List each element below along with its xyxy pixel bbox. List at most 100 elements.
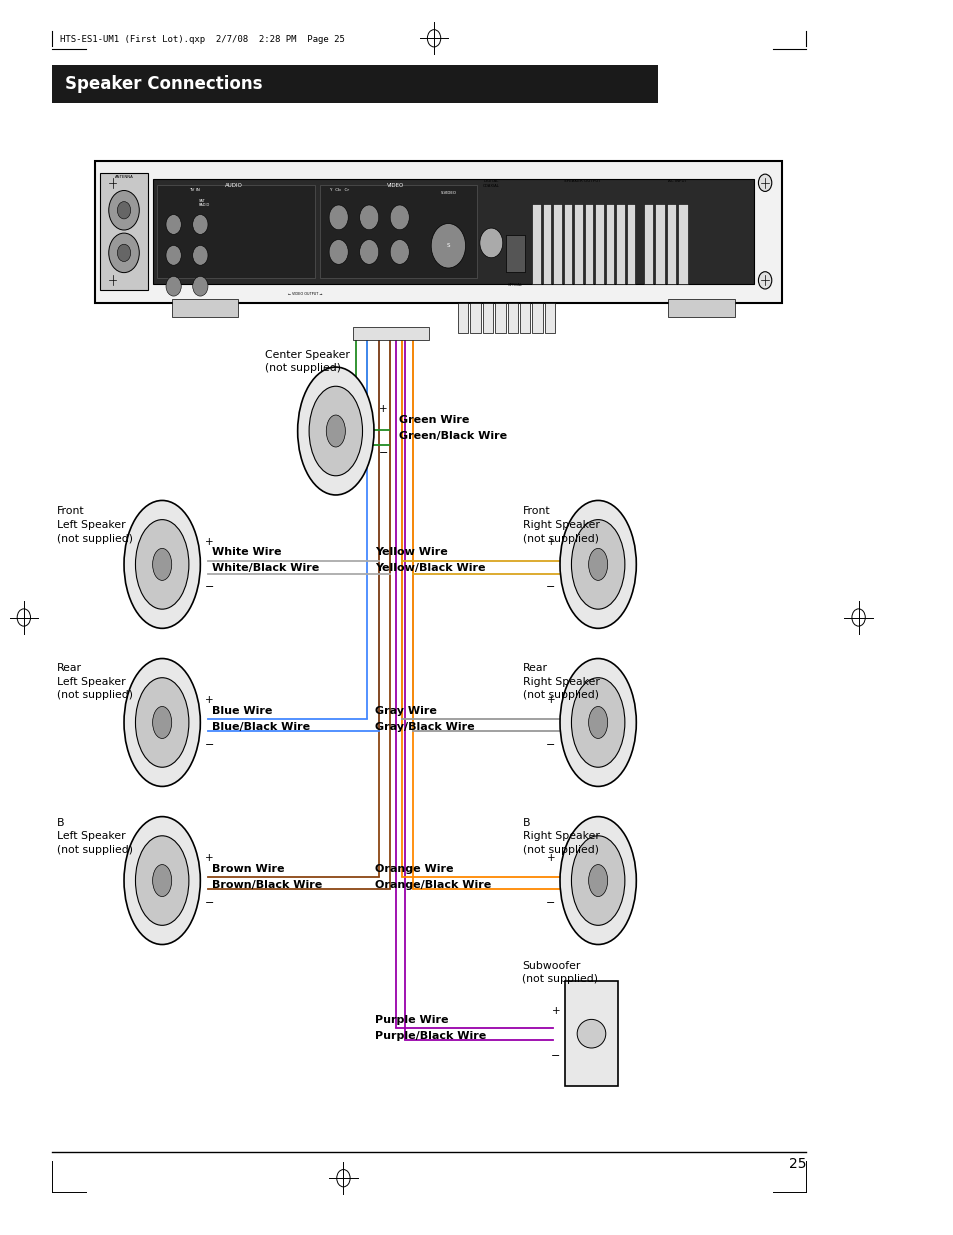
FancyBboxPatch shape xyxy=(470,303,480,333)
FancyBboxPatch shape xyxy=(457,303,468,333)
Text: +: + xyxy=(551,1007,559,1016)
FancyBboxPatch shape xyxy=(564,981,618,1087)
Circle shape xyxy=(117,201,131,219)
Text: AUDIO: AUDIO xyxy=(225,183,242,188)
Circle shape xyxy=(106,174,119,191)
Circle shape xyxy=(109,190,139,230)
FancyBboxPatch shape xyxy=(507,303,517,333)
Text: B
Left Speaker
(not supplied): B Left Speaker (not supplied) xyxy=(57,818,133,855)
Ellipse shape xyxy=(124,816,200,945)
Text: Rear
Left Speaker
(not supplied): Rear Left Speaker (not supplied) xyxy=(57,663,133,700)
Text: Front
Right Speaker
(not supplied): Front Right Speaker (not supplied) xyxy=(522,506,599,543)
FancyBboxPatch shape xyxy=(563,204,572,284)
Text: AC INPUT: AC INPUT xyxy=(667,179,686,183)
FancyBboxPatch shape xyxy=(666,204,676,284)
Circle shape xyxy=(329,240,348,264)
Ellipse shape xyxy=(124,500,200,629)
Text: OPTICAL: OPTICAL xyxy=(507,283,522,287)
Text: Purple Wire: Purple Wire xyxy=(375,1015,448,1025)
FancyBboxPatch shape xyxy=(353,327,429,340)
Text: −: − xyxy=(545,740,555,750)
Circle shape xyxy=(758,272,771,289)
Text: Brown/Black Wire: Brown/Black Wire xyxy=(212,881,322,890)
Text: Blue Wire: Blue Wire xyxy=(212,706,272,716)
Text: Blue/Black Wire: Blue/Black Wire xyxy=(212,722,310,732)
Text: ANTENNA: ANTENNA xyxy=(114,175,133,179)
Circle shape xyxy=(479,228,502,258)
Text: White/Black Wire: White/Black Wire xyxy=(212,563,318,573)
Ellipse shape xyxy=(588,548,607,580)
Circle shape xyxy=(166,246,181,266)
Ellipse shape xyxy=(124,658,200,787)
Ellipse shape xyxy=(309,387,362,475)
Ellipse shape xyxy=(559,816,636,945)
Text: Purple/Black Wire: Purple/Black Wire xyxy=(375,1031,486,1041)
Ellipse shape xyxy=(152,864,172,897)
Circle shape xyxy=(359,205,378,230)
Text: Green/Black Wire: Green/Black Wire xyxy=(398,431,506,441)
Ellipse shape xyxy=(152,706,172,739)
Circle shape xyxy=(166,277,181,296)
Ellipse shape xyxy=(588,706,607,739)
Text: Gray Wire: Gray Wire xyxy=(375,706,436,716)
Text: +: + xyxy=(546,695,555,705)
Ellipse shape xyxy=(326,415,345,447)
FancyBboxPatch shape xyxy=(553,204,561,284)
Text: S: S xyxy=(446,243,450,248)
Text: −: − xyxy=(545,582,555,592)
Text: Subwoofer
(not supplied): Subwoofer (not supplied) xyxy=(521,961,598,984)
FancyBboxPatch shape xyxy=(52,65,658,103)
FancyBboxPatch shape xyxy=(544,303,555,333)
FancyBboxPatch shape xyxy=(626,204,635,284)
Circle shape xyxy=(117,245,131,262)
Ellipse shape xyxy=(135,836,189,925)
FancyBboxPatch shape xyxy=(505,235,524,272)
Ellipse shape xyxy=(135,678,189,767)
Text: −: − xyxy=(205,740,214,750)
FancyBboxPatch shape xyxy=(172,299,238,317)
Text: −: − xyxy=(545,898,555,908)
FancyBboxPatch shape xyxy=(542,204,551,284)
Text: −: − xyxy=(551,1051,559,1061)
Text: VIDEO: VIDEO xyxy=(387,183,404,188)
Ellipse shape xyxy=(152,548,172,580)
Text: +: + xyxy=(378,404,387,414)
FancyBboxPatch shape xyxy=(667,299,734,317)
FancyBboxPatch shape xyxy=(95,161,781,303)
Text: +: + xyxy=(546,537,555,547)
Text: Rear
Right Speaker
(not supplied): Rear Right Speaker (not supplied) xyxy=(522,663,599,700)
Text: 25: 25 xyxy=(788,1157,805,1171)
Ellipse shape xyxy=(559,658,636,787)
Text: Center Speaker
(not supplied): Center Speaker (not supplied) xyxy=(265,350,350,373)
Circle shape xyxy=(193,246,208,266)
FancyBboxPatch shape xyxy=(495,303,505,333)
FancyBboxPatch shape xyxy=(482,303,493,333)
Circle shape xyxy=(431,224,465,268)
Ellipse shape xyxy=(135,520,189,609)
Circle shape xyxy=(109,233,139,273)
Text: ← VIDEO OUTPUT →: ← VIDEO OUTPUT → xyxy=(288,293,322,296)
Text: +: + xyxy=(205,853,213,863)
Text: SPEAKER OUTPUT: SPEAKER OUTPUT xyxy=(563,179,599,183)
FancyBboxPatch shape xyxy=(605,204,614,284)
Ellipse shape xyxy=(559,500,636,629)
Text: +: + xyxy=(546,853,555,863)
FancyBboxPatch shape xyxy=(152,179,753,284)
FancyBboxPatch shape xyxy=(532,204,540,284)
Circle shape xyxy=(166,215,181,235)
Ellipse shape xyxy=(297,367,374,495)
Text: −: − xyxy=(378,448,388,458)
Text: Yellow/Black Wire: Yellow/Black Wire xyxy=(375,563,485,573)
Circle shape xyxy=(758,174,771,191)
Text: B
Right Speaker
(not supplied): B Right Speaker (not supplied) xyxy=(522,818,599,855)
FancyBboxPatch shape xyxy=(584,204,593,284)
FancyBboxPatch shape xyxy=(655,204,664,284)
Circle shape xyxy=(329,205,348,230)
Text: SAT
RADIO: SAT RADIO xyxy=(198,199,210,207)
Circle shape xyxy=(193,215,208,235)
Ellipse shape xyxy=(571,520,624,609)
Text: Gray/Black Wire: Gray/Black Wire xyxy=(375,722,474,732)
FancyBboxPatch shape xyxy=(532,303,542,333)
Text: +: + xyxy=(205,695,213,705)
Ellipse shape xyxy=(577,1019,605,1049)
